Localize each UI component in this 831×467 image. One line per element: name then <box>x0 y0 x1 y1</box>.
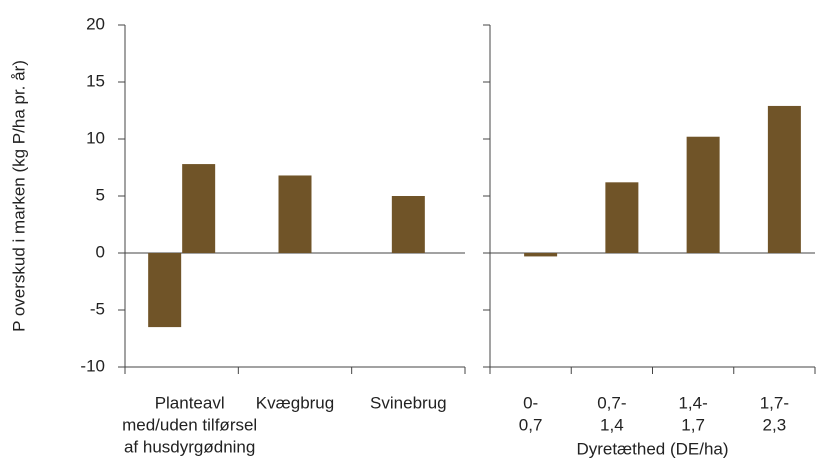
x-tick-label: 1,7- <box>760 393 789 412</box>
x-tick-label: Planteavl <box>155 393 225 412</box>
y-tick-label: -5 <box>90 299 105 318</box>
y-tick-label: 10 <box>86 128 105 147</box>
bar <box>524 253 558 257</box>
x-tick-label: 2,3 <box>763 415 787 434</box>
bar <box>278 175 312 253</box>
bar <box>605 182 639 253</box>
x-tick-label: 0,7 <box>519 415 543 434</box>
x-tick-label: 0,7- <box>597 393 626 412</box>
bar <box>767 105 801 253</box>
y-axis-label: P overskud i marken (kg P/ha pr. år) <box>9 60 28 332</box>
y-tick-label: 15 <box>86 71 105 90</box>
y-tick-label: 20 <box>86 14 105 33</box>
x-tick-label: Svinebrug <box>370 393 447 412</box>
bar <box>686 136 720 253</box>
x-tick-label: af husdyrgødning <box>124 437 255 456</box>
x-tick-label: 0- <box>523 393 538 412</box>
y-tick-label: 5 <box>96 185 105 204</box>
bar <box>182 164 216 253</box>
x-tick-label: 1,4- <box>678 393 707 412</box>
x-axis-label: Dyretæthed (DE/ha) <box>576 439 728 458</box>
bar <box>391 196 425 253</box>
y-tick-label: -10 <box>80 356 105 375</box>
x-tick-label: Kvægbrug <box>256 393 334 412</box>
bar <box>148 253 182 328</box>
y-tick-label: 0 <box>96 242 105 261</box>
x-tick-label: 1,7 <box>681 415 705 434</box>
x-tick-label: med/uden tilførsel <box>122 415 257 434</box>
x-tick-label: 1,4 <box>600 415 624 434</box>
